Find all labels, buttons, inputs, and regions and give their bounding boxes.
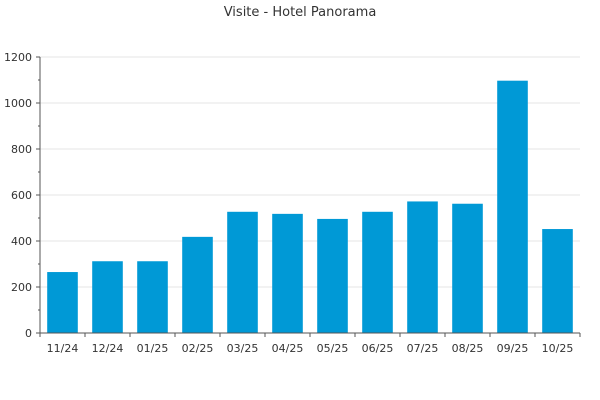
bar-layer	[47, 80, 573, 333]
bar-11-24[interactable]	[47, 272, 78, 333]
x-tick-label: 11/24	[47, 342, 79, 355]
x-tick-label: 09/25	[497, 342, 529, 355]
y-tick-label: 800	[11, 143, 32, 156]
x-tick-label: 12/24	[92, 342, 124, 355]
x-axis-ticks: 11/24 12/24 01/25 02/25 03/25 04/25 05/25 06/25…	[39, 333, 581, 355]
bar-02-25[interactable]	[182, 236, 213, 333]
bar-01-25[interactable]	[137, 261, 168, 333]
x-tick-label: 04/25	[272, 342, 304, 355]
y-tick-label: 400	[11, 235, 32, 248]
chart-title: Visite - Hotel Panorama	[224, 5, 377, 20]
x-tick-label: 06/25	[362, 342, 394, 355]
y-tick-label: 1200	[4, 51, 32, 64]
y-tick-label: 1000	[4, 97, 32, 110]
y-tick-label: 200	[11, 281, 32, 294]
bar-12-24[interactable]	[92, 261, 123, 333]
bar-04-25[interactable]	[272, 213, 303, 333]
bar-03-25[interactable]	[227, 211, 258, 333]
x-tick-label: 08/25	[452, 342, 484, 355]
x-tick-label: 05/25	[317, 342, 349, 355]
y-tick-label: 600	[11, 189, 32, 202]
x-tick-label: 10/25	[542, 342, 574, 355]
x-tick-label: 03/25	[227, 342, 259, 355]
y-axis-ticks: 0 200 400 600 800 1000 1200	[4, 51, 40, 340]
bar-10-25[interactable]	[542, 229, 573, 333]
y-tick-label: 0	[25, 327, 32, 340]
x-tick-label: 02/25	[182, 342, 214, 355]
bar-06-25[interactable]	[362, 211, 393, 333]
bar-07-25[interactable]	[407, 201, 438, 333]
x-tick-label: 07/25	[407, 342, 439, 355]
grid-layer	[40, 56, 580, 288]
bar-05-25[interactable]	[317, 218, 348, 333]
bar-08-25[interactable]	[452, 203, 483, 333]
bar-09-25[interactable]	[497, 80, 528, 333]
x-tick-label: 01/25	[137, 342, 169, 355]
